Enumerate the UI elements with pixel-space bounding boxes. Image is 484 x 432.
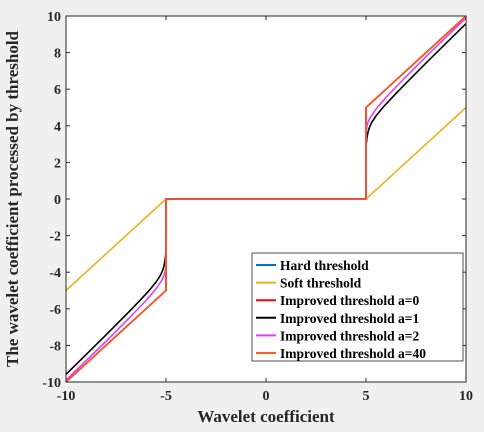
x-axis-label: Wavelet coefficient bbox=[197, 407, 335, 426]
legend-label-5: Improved threshold a=2 bbox=[280, 328, 419, 343]
ticks-layer: -10 -5 0 5 10 -10 -8 -6 -4 -2 0 2 4 6 8 10 bbox=[42, 10, 473, 404]
series-layer bbox=[66, 16, 466, 382]
legend-label-4: Improved threshold a=1 bbox=[280, 311, 419, 326]
x-tick-label: 0 bbox=[263, 389, 270, 404]
legend-label-2: Soft threshold bbox=[280, 276, 362, 291]
legend-box bbox=[251, 252, 464, 362]
legend-label-6: Improved threshold a=40 bbox=[280, 346, 426, 361]
y-tick-label: 4 bbox=[54, 120, 61, 135]
legend: Hard threshold Soft threshold Improved thr… bbox=[251, 252, 464, 362]
y-tick-label: -8 bbox=[49, 339, 61, 354]
y-axis-label: The wavelet coefficient processed by thr… bbox=[3, 30, 22, 367]
y-tick-label: 2 bbox=[54, 156, 61, 171]
legend-label-1: Hard threshold bbox=[280, 258, 369, 273]
x-tick-label: 5 bbox=[363, 389, 370, 404]
series-line-6 bbox=[66, 16, 466, 382]
x-tick-label: 10 bbox=[459, 389, 473, 404]
x-tick-label: -5 bbox=[160, 389, 172, 404]
y-tick-label: 10 bbox=[47, 10, 61, 25]
y-tick-label: 6 bbox=[54, 83, 61, 98]
x-tick-label: -10 bbox=[57, 389, 76, 404]
y-tick-label: -2 bbox=[49, 230, 61, 245]
y-tick-label: -4 bbox=[49, 266, 61, 281]
y-tick-label: 8 bbox=[54, 47, 61, 62]
y-tick-label: -10 bbox=[42, 376, 61, 391]
y-tick-label: -6 bbox=[49, 303, 61, 318]
legend-label-3: Improved threshold a=0 bbox=[280, 293, 419, 308]
y-tick-label: 0 bbox=[54, 193, 61, 208]
